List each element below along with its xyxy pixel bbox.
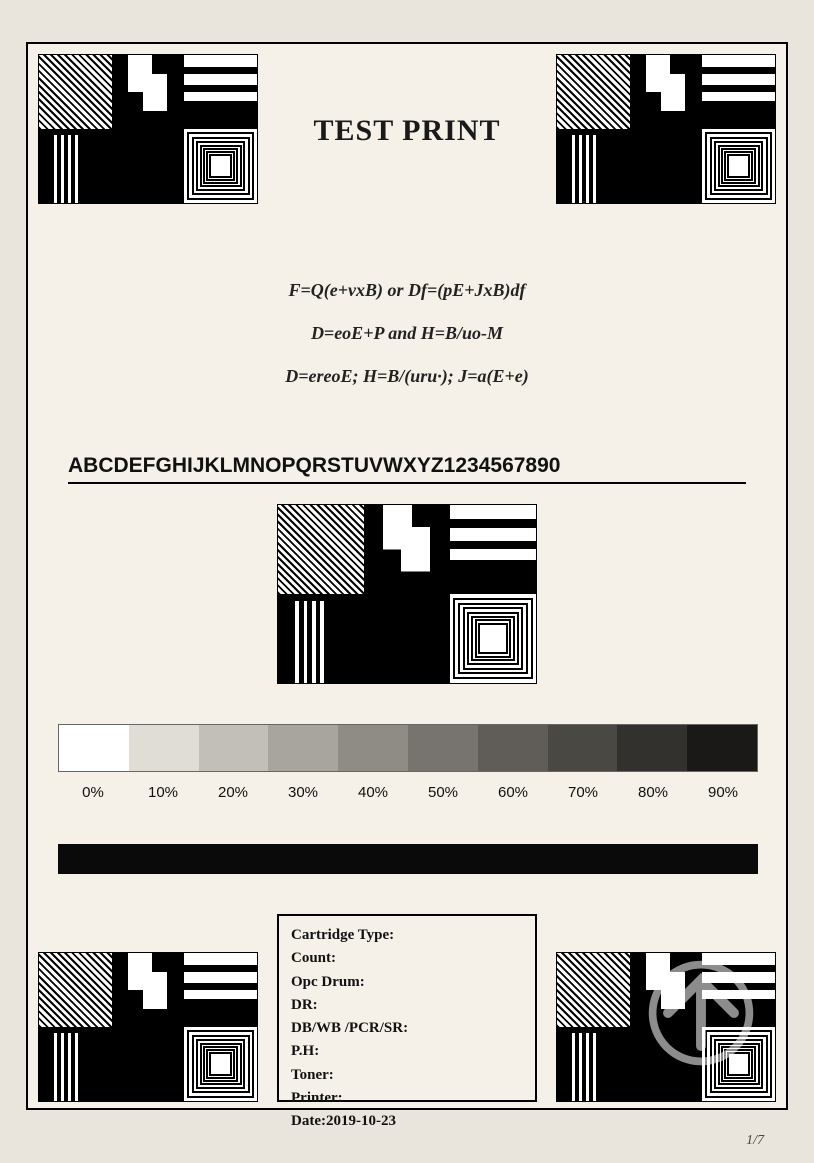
- gradient-step: [617, 725, 687, 771]
- gradient-label: 70%: [548, 784, 618, 801]
- info-field: DR:: [291, 994, 523, 1017]
- gradient-label: 60%: [478, 784, 548, 801]
- alphabet-row: ABCDEFGHIJKLMNOPQRSTUVWXYZ1234567890: [68, 454, 746, 484]
- formula-line-2: D=eoE+P and H=B/uo-M: [28, 312, 786, 355]
- info-field: Opc Drum:: [291, 971, 523, 994]
- solid-black-bar: [58, 844, 758, 874]
- cell-concentric: [702, 1027, 775, 1101]
- cell-concentric: [184, 1027, 257, 1101]
- info-field: Date:2019-10-23: [291, 1110, 523, 1133]
- gradient-label: 30%: [268, 784, 338, 801]
- pattern-block-top-left: [38, 54, 258, 204]
- gradient-label: 90%: [688, 784, 758, 801]
- pattern-block-bottom-right: [556, 952, 776, 1102]
- cell-hstripes: [702, 953, 775, 1027]
- gradient-step: [687, 725, 757, 771]
- gradient-label: 80%: [618, 784, 688, 801]
- header-row: TEST PRINT: [38, 54, 776, 214]
- gradient-step: [268, 725, 338, 771]
- gradient-step: [478, 725, 548, 771]
- cartridge-info-box: Cartridge Type:Count:Opc Drum:DR:DB/WB /…: [277, 914, 537, 1102]
- gradient-label: 20%: [198, 784, 268, 801]
- cell-checker: [630, 953, 703, 1027]
- cell-concentric: [450, 594, 536, 683]
- cell-vbars: [557, 1027, 630, 1101]
- gradient-label: 50%: [408, 784, 478, 801]
- cell-black: [112, 129, 185, 203]
- cell-hatch: [557, 55, 630, 129]
- gradient-step: [338, 725, 408, 771]
- cell-hatch: [278, 505, 364, 594]
- cell-hstripes: [184, 55, 257, 129]
- cell-hatch: [39, 953, 112, 1027]
- cell-vbars: [557, 129, 630, 203]
- info-field: Printer:: [291, 1087, 523, 1110]
- cell-black: [630, 1027, 703, 1101]
- pattern-block-top-right: [556, 54, 776, 204]
- cell-checker: [112, 55, 185, 129]
- cell-black: [630, 129, 703, 203]
- gradient-label: 40%: [338, 784, 408, 801]
- gradient-label: 10%: [128, 784, 198, 801]
- cell-concentric: [702, 129, 775, 203]
- cell-black: [112, 1027, 185, 1101]
- cell-vbars: [39, 1027, 112, 1101]
- formula-line-3: D=ereoE; H=B/(uru·); J=a(E+e): [28, 355, 786, 398]
- gradient-step: [199, 725, 269, 771]
- formula-line-1: F=Q(e+vxB) or Df=(pE+JxB)df: [28, 269, 786, 312]
- formula-block: F=Q(e+vxB) or Df=(pE+JxB)df D=eoE+P and …: [28, 269, 786, 399]
- info-field: Cartridge Type:: [291, 924, 523, 947]
- cell-vbars: [39, 129, 112, 203]
- cell-concentric: [184, 129, 257, 203]
- cell-hatch: [557, 953, 630, 1027]
- page-title: TEST PRINT: [313, 114, 500, 148]
- gradient-step: [59, 725, 129, 771]
- cell-hstripes: [450, 505, 536, 594]
- grayscale-gradient-strip: [58, 724, 758, 772]
- info-field: Toner:: [291, 1064, 523, 1087]
- cell-hstripes: [702, 55, 775, 129]
- gradient-label: 0%: [58, 784, 128, 801]
- footer-row: Cartridge Type:Count:Opc Drum:DR:DB/WB /…: [38, 934, 776, 1102]
- info-field: Count:: [291, 947, 523, 970]
- cell-hatch: [39, 55, 112, 129]
- pattern-block-center: [277, 504, 537, 684]
- info-field: DB/WB /PCR/SR:: [291, 1017, 523, 1040]
- cell-hstripes: [184, 953, 257, 1027]
- gradient-step: [548, 725, 618, 771]
- page-number: 1/7: [746, 1133, 764, 1149]
- gradient-step: [408, 725, 478, 771]
- grayscale-gradient-labels: 0%10%20%30%40%50%60%70%80%90%: [58, 784, 758, 801]
- cell-checker: [112, 953, 185, 1027]
- gradient-step: [129, 725, 199, 771]
- cell-black: [364, 594, 450, 683]
- test-print-page: TEST PRINT F=Q(e+vxB) or Df=(pE+JxB)df D…: [26, 42, 788, 1110]
- pattern-block-bottom-left: [38, 952, 258, 1102]
- info-field: P.H:: [291, 1040, 523, 1063]
- cell-checker: [630, 55, 703, 129]
- cell-vbars: [278, 594, 364, 683]
- cell-checker: [364, 505, 450, 594]
